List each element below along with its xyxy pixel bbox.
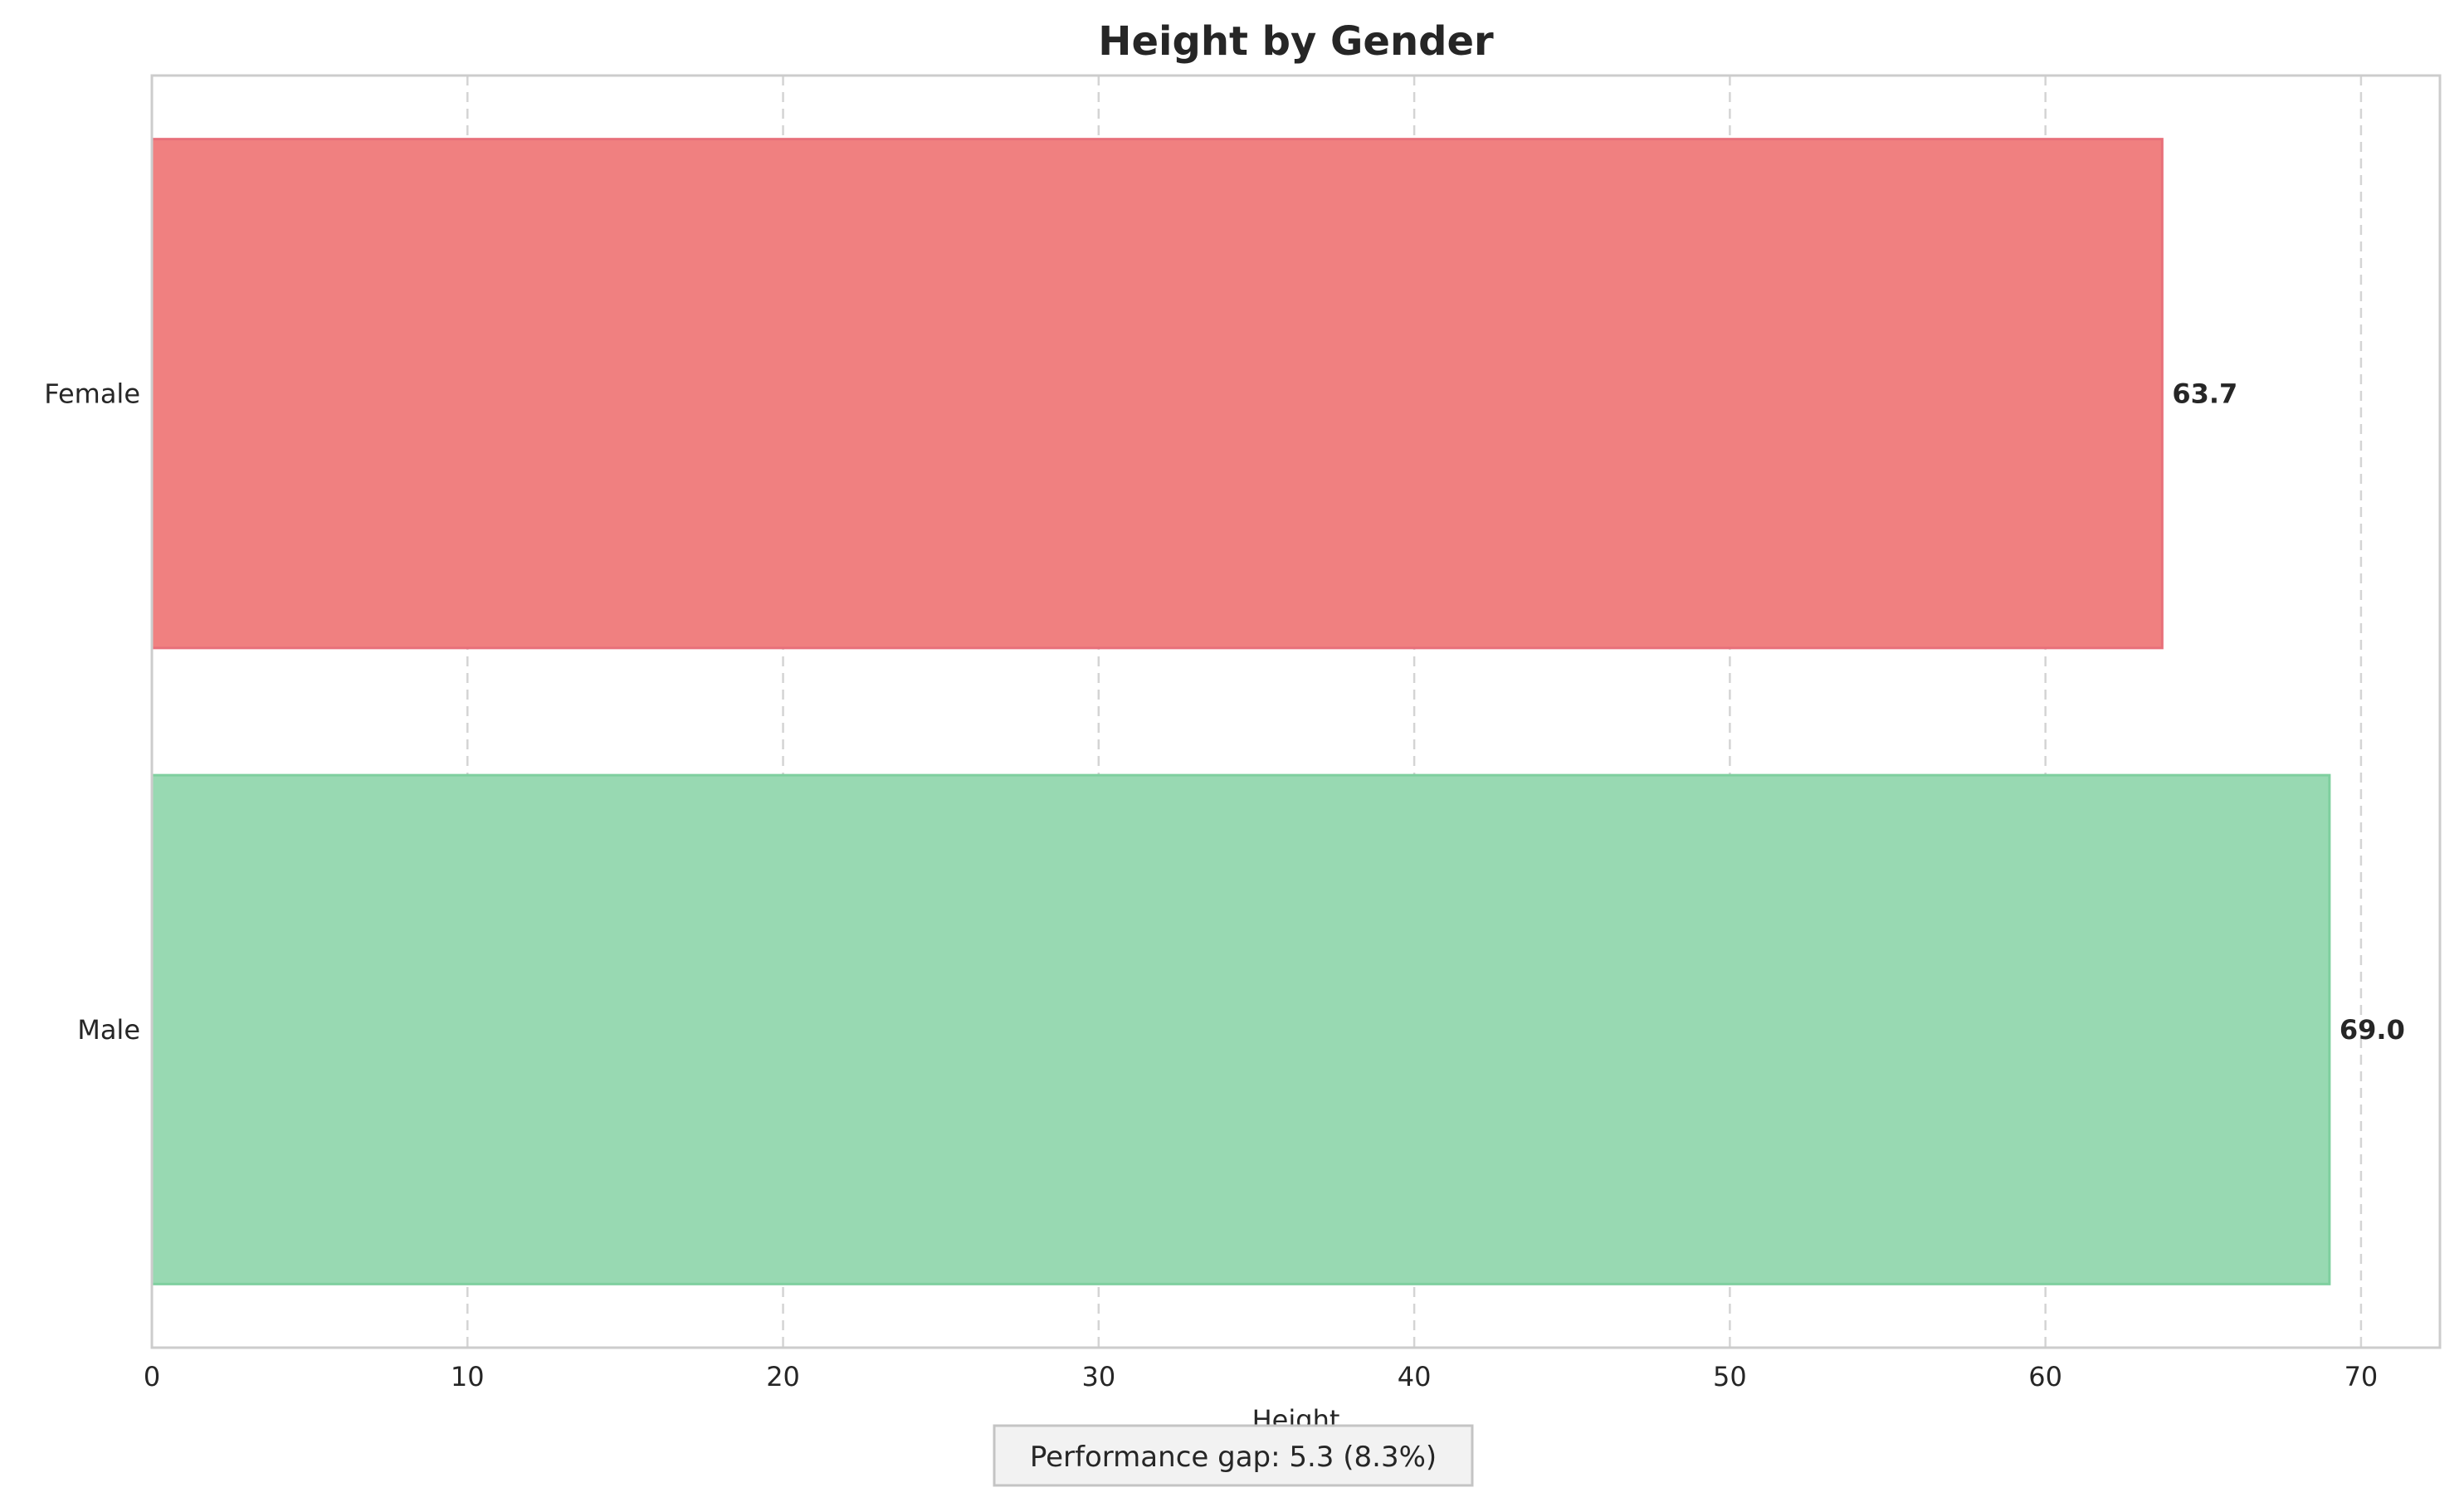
y-tick-label: Male (77, 1014, 140, 1046)
bars (150, 138, 2331, 1285)
x-tick-label: 40 (1398, 1361, 1432, 1392)
x-tick-label: 60 (2028, 1361, 2062, 1392)
plot-frame (150, 74, 2442, 1349)
x-tick-label: 0 (144, 1361, 160, 1392)
x-tick-label: 50 (1713, 1361, 1747, 1392)
x-tick-label: 20 (766, 1361, 800, 1392)
annotation-text: Performance gap: 5.3 (8.3%) (1030, 1441, 1437, 1474)
bar-male (150, 773, 2331, 1285)
x-tick-label: 70 (2344, 1361, 2379, 1392)
x-tick-label: 10 (451, 1361, 485, 1392)
y-tick-label: Female (44, 378, 140, 409)
annotation-box: Performance gap: 5.3 (8.3%) (993, 1424, 1474, 1487)
value-label: 69.0 (2340, 1014, 2405, 1046)
x-tick-label: 30 (1081, 1361, 1115, 1392)
value-label: 63.7 (2172, 378, 2237, 409)
gridlines (466, 76, 2363, 1348)
x-axis-ticks: 0 10 20 30 40 50 60 70 (144, 1361, 2378, 1392)
y-axis-categories: Female Male (44, 378, 140, 1046)
chart-title: Height by Gender (1098, 18, 1494, 65)
data-labels: 63.7 69.0 (2172, 378, 2404, 1046)
bar-female (150, 138, 2164, 650)
annotation-background (993, 1424, 1474, 1487)
